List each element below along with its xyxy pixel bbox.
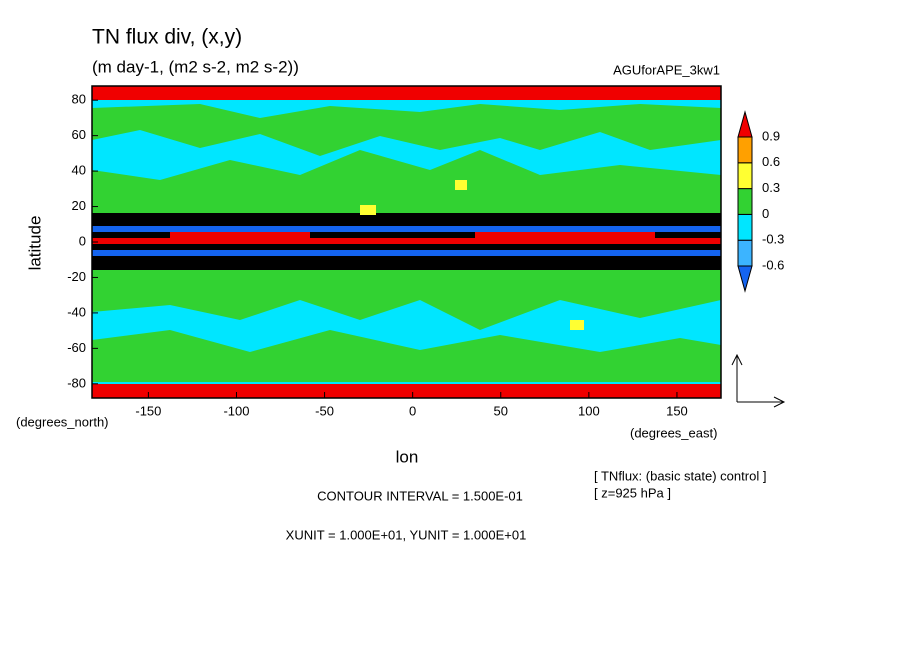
y-tick-label: 0: [79, 233, 86, 248]
y-tick-label: 40: [72, 163, 86, 178]
y-tick-label: -60: [67, 340, 86, 355]
field-blob: [360, 205, 376, 215]
field-blob: [92, 104, 721, 156]
info: [ z=925 hPa ]: [594, 485, 671, 500]
field-stripe: [92, 250, 721, 256]
colorbar-segment: [737, 188, 753, 215]
colorbar-label: 0: [762, 206, 769, 221]
field-blob: [92, 268, 721, 330]
x-axis-label: lon: [396, 447, 419, 466]
contour-field: [91, 85, 722, 399]
y-tick-label: 80: [72, 92, 86, 107]
y-unit: (degrees_north): [16, 414, 109, 429]
note: CONTOUR INTERVAL = 1.500E-01: [317, 488, 523, 503]
x-tick-label: -150: [135, 403, 161, 418]
field-band: [92, 86, 721, 100]
field-stripe: [475, 232, 655, 238]
dataset-label: AGUforAPE_3kw1: [613, 62, 720, 77]
y-tick-label: 20: [72, 198, 86, 213]
colorbar-label: 0.9: [762, 128, 780, 143]
field-blob: [570, 320, 584, 330]
field-blob: [92, 330, 721, 382]
colorbar-label: 0.6: [762, 154, 780, 169]
field-blob: [455, 180, 467, 190]
colorbar-label: -0.6: [762, 257, 784, 272]
field-stripe: [92, 238, 721, 244]
chart-subtitle: (m day-1, (m2 s-2, m2 s-2)): [92, 57, 299, 76]
colorbar-segment: [737, 136, 753, 164]
y-tick-label: 60: [72, 127, 86, 142]
y-tick-label: -40: [67, 304, 86, 319]
colorbar-label: 0.3: [762, 180, 780, 195]
field-stripe: [92, 226, 721, 232]
x-tick-label: 150: [666, 403, 688, 418]
x-tick-label: 0: [409, 403, 416, 418]
reference-vector: [731, 353, 786, 408]
colorbar-segment: [737, 213, 753, 241]
x-unit: (degrees_east): [630, 425, 717, 440]
field-blob: [92, 150, 721, 215]
note: XUNIT = 1.000E+01, YUNIT = 1.000E+01: [286, 527, 527, 542]
colorbar-segment: [737, 162, 753, 190]
x-tick-label: 100: [578, 403, 600, 418]
x-tick-label: 50: [494, 403, 508, 418]
y-tick-label: -20: [67, 269, 86, 284]
chart-title: TN flux div, (x,y): [92, 26, 242, 49]
x-tick-label: -100: [223, 403, 249, 418]
colorbar-segment: [737, 110, 753, 138]
field-stripe: [170, 232, 310, 238]
x-tick-label: -50: [315, 403, 334, 418]
y-tick-label: -80: [67, 375, 86, 390]
info: [ TNflux: (basic state) control ]: [594, 468, 766, 483]
colorbar-label: -0.3: [762, 232, 784, 247]
y-axis-label: latitude: [25, 216, 44, 271]
field-band: [92, 384, 721, 398]
colorbar-segment: [737, 239, 753, 267]
